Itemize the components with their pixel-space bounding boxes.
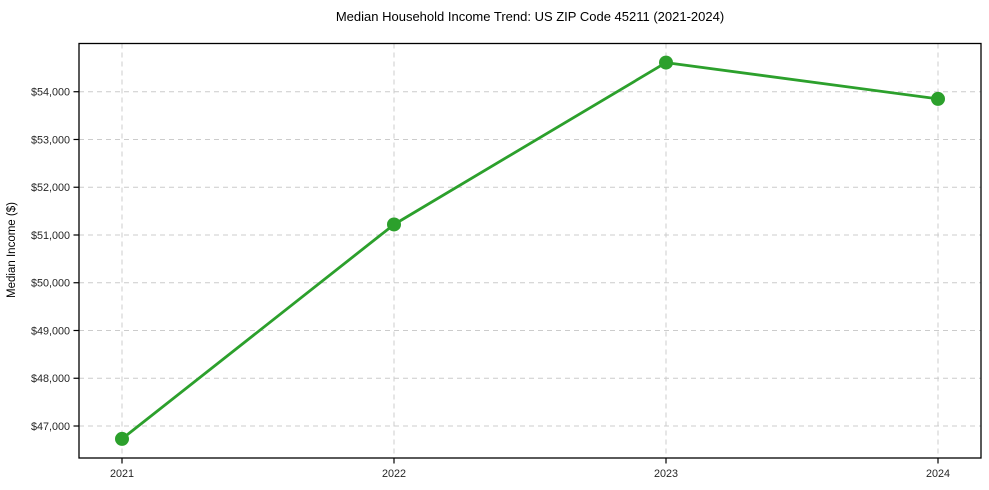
y-tick-label: $54,000: [31, 87, 70, 99]
y-axis-label: Median Income ($): [6, 202, 18, 298]
plot-border: [78, 42, 982, 459]
data-point: [387, 217, 401, 232]
gridlines-layer: [79, 43, 981, 458]
x-tick-label: 2021: [110, 468, 134, 480]
data-point: [115, 431, 129, 446]
x-tick-label: 2024: [926, 468, 950, 480]
chart-title: Median Household Income Trend: US ZIP Co…: [336, 9, 724, 24]
series-line: [120, 61, 940, 441]
data-point: [931, 91, 945, 106]
y-tick-label: $53,000: [31, 134, 70, 146]
axis-ticks-layer: [73, 91, 939, 464]
data-point: [659, 55, 673, 70]
y-tick-label: $50,000: [31, 278, 70, 290]
y-tick-label: $51,000: [31, 230, 70, 242]
y-tick-label: $49,000: [31, 325, 70, 337]
axis-tick-labels-layer: $47,000 $48,000 $49,000 $50,000 $51,000 $52,0…: [31, 87, 950, 480]
series-layer: [115, 55, 945, 446]
x-tick-label: 2023: [654, 468, 678, 480]
y-tick-label: $48,000: [31, 373, 70, 385]
y-tick-label: $47,000: [31, 421, 70, 433]
x-tick-label: 2022: [382, 468, 406, 480]
y-tick-label: $52,000: [31, 182, 70, 194]
